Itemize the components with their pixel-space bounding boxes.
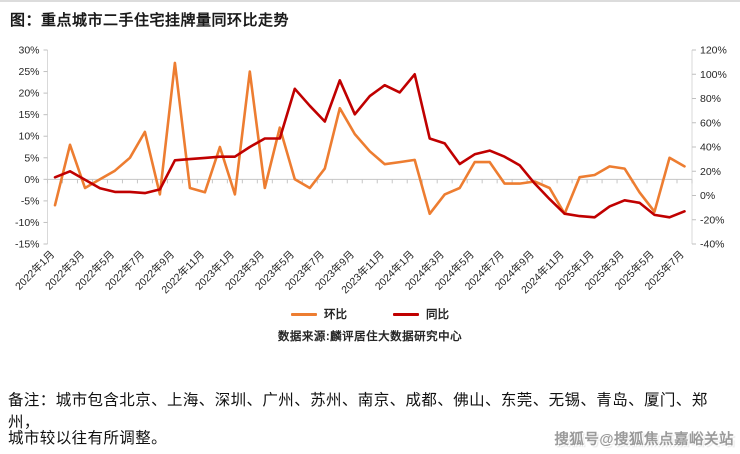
- yoy-line-swatch: [393, 312, 419, 316]
- left-axis-tick-label: 25%: [18, 66, 39, 78]
- left-axis-tick-label: 20%: [18, 88, 39, 100]
- chart-title: 图：重点城市二手住宅挂牌量同环比走势: [10, 12, 290, 29]
- footnote-line-2: 城市较以往有所调整。: [8, 430, 168, 447]
- footnote-line-1: 备注：城市包含北京、上海、深圳、广州、苏州、南京、成都、佛山、东莞、无锡、青岛、…: [8, 392, 708, 431]
- chart-legend: 环比 同比: [0, 306, 740, 322]
- data-source-caption: 数据来源:麟评居住大数据研究中心: [277, 331, 463, 343]
- left-axis-tick-label: -10%: [15, 217, 40, 229]
- left-axis-tick-label: 15%: [18, 109, 39, 121]
- mom-legend-label: 环比: [324, 309, 347, 321]
- left-axis-tick-label: 10%: [18, 131, 39, 143]
- yoy-series-line: [53, 72, 686, 219]
- left-axis-tick-label: 0%: [24, 174, 39, 186]
- right-axis-tick-label: 20%: [700, 166, 721, 178]
- left-axis-tick-label: 30%: [18, 45, 39, 57]
- left-axis-tick-label: 5%: [24, 152, 39, 164]
- yoy-legend-label: 同比: [426, 309, 449, 321]
- right-axis-tick-label: 120%: [700, 45, 727, 57]
- legend-item-yoy: 同比: [393, 306, 449, 322]
- right-axis-tick-label: 40%: [700, 142, 721, 154]
- right-axis-tick-label: 80%: [700, 93, 721, 105]
- mom-series-line: [53, 61, 686, 216]
- trend-line-chart: 30% 25% 20% 15% 10% 5% 0% -5% -10% -15% 120% 100% 80…: [12, 45, 727, 297]
- right-axis-tick-label: -20%: [700, 214, 725, 226]
- right-axis-tick-label: 60%: [700, 117, 721, 129]
- mom-line-swatch: [291, 312, 317, 316]
- sohu-watermark: 搜狐号@搜狐焦点嘉峪关站: [554, 432, 734, 448]
- right-axis-tick-label: 0%: [700, 190, 715, 202]
- right-axis-tick-label: -40%: [700, 239, 725, 251]
- left-axis-tick-label: -15%: [15, 239, 40, 251]
- right-axis-tick-label: 100%: [700, 69, 727, 81]
- legend-item-mom: 环比: [291, 306, 347, 322]
- left-axis-tick-label: -5%: [21, 195, 40, 207]
